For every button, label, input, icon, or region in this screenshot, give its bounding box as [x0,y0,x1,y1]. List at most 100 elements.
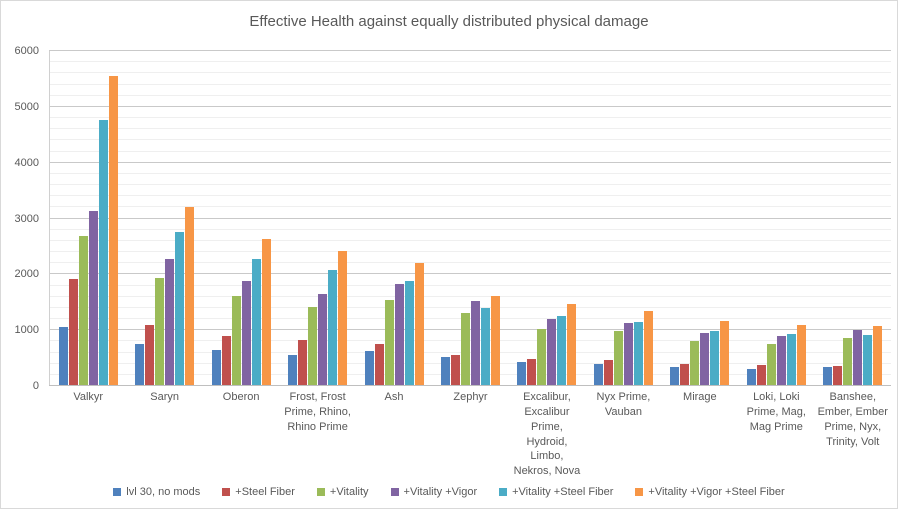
bar [145,325,155,386]
x-category-label: Nyx Prime, Vauban [596,391,651,418]
bar [298,339,308,386]
bar [776,335,786,386]
legend-swatch-icon [316,488,325,496]
x-category-label: Excalibur, Excalibur Prime, Hydroid, Lim… [513,391,581,478]
major-gridline [49,217,891,219]
bar [786,333,796,386]
bar [567,304,577,386]
bar-group [662,51,738,386]
bar [670,367,680,386]
x-axis-category-labels: Valkyr Saryn Oberon Frost, Frost Prime, Rhi… [50,390,891,479]
legend-swatch-icon [499,488,508,496]
bar [527,358,537,386]
bar-group [815,51,891,386]
minor-gridline [49,150,891,152]
bar [537,329,547,386]
bar [593,363,603,386]
bar [241,281,251,386]
bar-group [738,51,814,386]
bar [746,369,756,386]
minor-gridline [49,306,891,308]
major-gridline [49,50,891,51]
bar [700,332,710,386]
bar [796,325,806,386]
bar [404,281,414,386]
major-gridline [49,329,891,331]
minor-gridline [49,373,891,375]
legend-item: +Steel Fiber [222,486,295,498]
minor-gridline [49,172,891,174]
legend-label: lvl 30, no mods [126,486,201,498]
bar [364,351,374,386]
bar [720,321,730,386]
bar-group [432,51,508,386]
bar-group [279,51,355,386]
bar [480,308,490,386]
x-category-label: Valkyr [73,391,104,403]
bar [288,354,298,386]
minor-gridline [49,251,891,252]
bar-group [585,51,661,386]
bar [68,278,78,386]
chart-title: Effective Health against equally distrib… [249,13,649,30]
bars-layer [50,51,891,386]
minor-gridline [49,184,891,185]
bar [175,232,185,386]
minor-gridline [49,128,891,130]
y-tick-label: 4000 [14,156,39,169]
x-category-label: Saryn [150,391,180,403]
major-gridline [49,161,891,163]
bar [680,363,690,386]
x-category-label: Banshee, Ember, Ember Prime, Nyx, Trinit… [817,391,888,448]
x-axis-line [49,385,891,386]
bar [394,284,404,386]
bar [470,300,480,386]
y-tick-label: 5000 [14,100,39,113]
minor-gridline [49,139,891,141]
bar [623,322,633,386]
bar [863,334,873,386]
legend-swatch-icon [113,488,122,496]
bar [756,365,766,386]
bar [261,239,271,386]
bar [853,330,863,386]
bar-group [126,51,202,386]
legend-item: +Vitality +Steel Fiber [499,486,613,498]
legend-label: +Vitality +Vigor +Steel Fiber [648,486,785,498]
bar [450,354,460,386]
x-category-label: Frost, Frost Prime, Rhino, Rhino Prime [284,391,351,433]
bar [547,319,557,386]
bar [766,344,776,386]
legend-label: +Vitality [329,486,369,498]
bar [517,362,527,386]
bar-group [509,51,585,386]
minor-gridline [49,72,891,74]
minor-gridline [49,206,891,208]
plot-area [49,50,891,386]
bar [98,119,108,386]
bar [165,259,175,386]
legend-item: +Vitality [316,486,369,498]
bar [328,270,338,386]
legend-swatch-icon [635,488,644,496]
bar [78,235,88,386]
legend-label: +Vitality +Vigor [403,486,478,498]
minor-gridline [49,318,891,319]
minor-gridline [49,94,891,96]
bar [710,331,720,386]
x-category-label: Zephyr [453,391,488,403]
bar [221,335,231,386]
bar [603,360,613,386]
legend-item: +Vitality +Vigor +Steel Fiber [635,486,785,498]
major-gridline [49,105,891,107]
y-tick-label: 2000 [14,268,39,281]
minor-gridline [49,117,891,118]
y-tick-label: 1000 [14,324,39,337]
x-category-label: Ash [384,391,404,403]
minor-gridline [49,195,891,197]
bar [414,263,424,386]
bar [155,278,165,386]
bar [460,312,470,386]
minor-gridline [49,228,891,230]
bar [374,343,384,386]
